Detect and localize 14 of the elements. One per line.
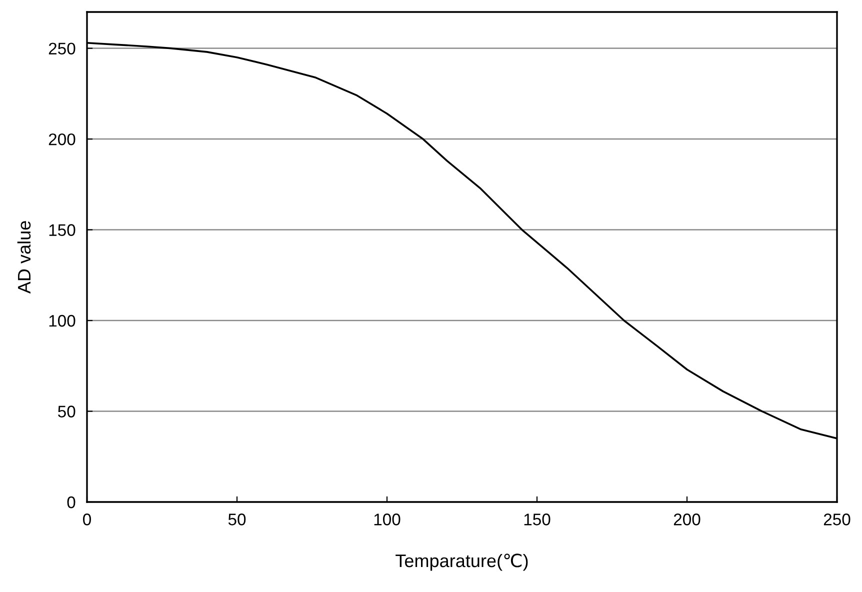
x-tick-label: 250 (824, 514, 850, 526)
y-tick-label: 100 (49, 314, 76, 327)
y-tick-label: 150 (49, 224, 76, 236)
y-tick-label: 250 (48, 42, 76, 54)
x-tick-label: 150 (524, 514, 550, 526)
x-tick-label: 200 (674, 514, 700, 526)
x-axis-title: Temparature(℃) (396, 554, 528, 571)
y-tick-label: 50 (58, 406, 76, 418)
x-tick-label: 50 (228, 514, 246, 526)
y-axis-title: AD value (17, 221, 31, 294)
y-tick-label: 0 (67, 496, 76, 508)
x-tick-label: 0 (83, 514, 91, 526)
y-tick-label: 200 (48, 133, 76, 146)
x-tick-label: 100 (374, 514, 400, 526)
